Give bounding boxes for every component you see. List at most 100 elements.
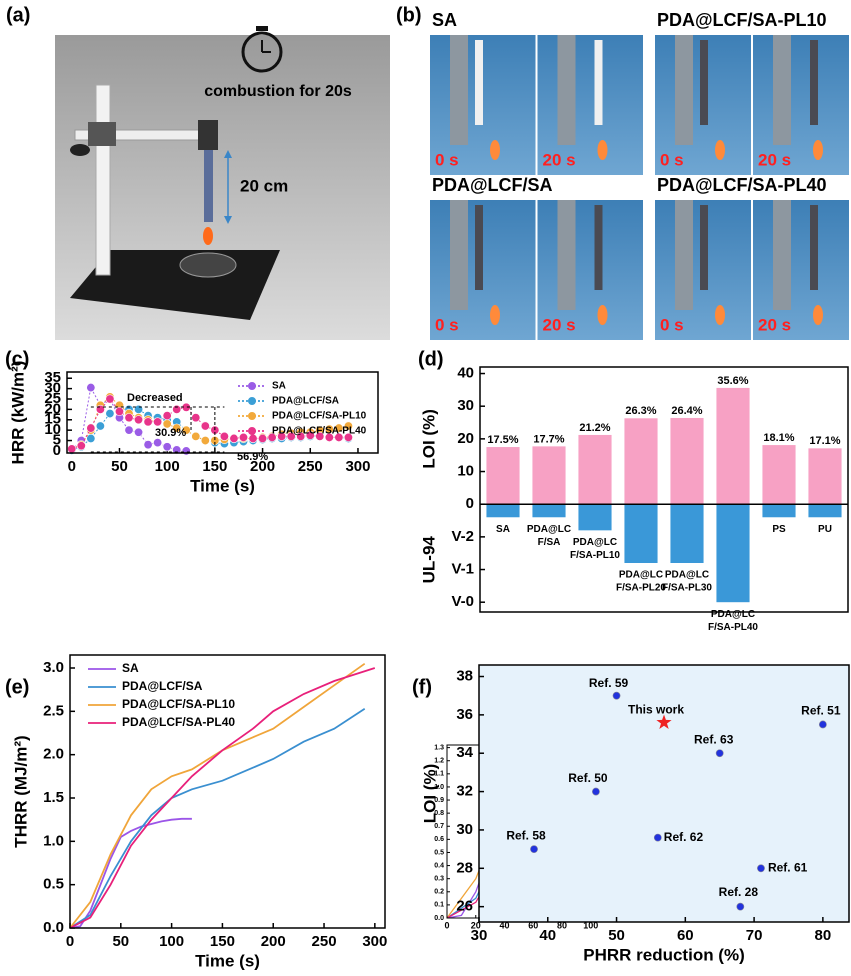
- value-label: 17.7%: [533, 433, 564, 445]
- x-tick-label: 50: [111, 458, 128, 475]
- burner: [179, 252, 237, 278]
- category-label: PDA@LC: [665, 570, 709, 581]
- bar: [532, 446, 566, 505]
- y-tick-label: 30: [456, 821, 473, 838]
- y-tick-label: 10: [44, 421, 61, 438]
- photo: [753, 200, 849, 340]
- time-label: 20 s: [758, 315, 791, 334]
- data-point: [124, 413, 134, 423]
- plot-frame: [66, 371, 379, 454]
- x-tick-label: 200: [261, 933, 286, 950]
- x-tick-label: 300: [345, 458, 370, 475]
- legend-marker: [248, 427, 256, 435]
- y-axis-title: THRR (MJ/m²): [11, 735, 30, 847]
- y-tick-label: 5: [53, 432, 61, 449]
- time-label: 0 s: [660, 315, 684, 334]
- sample-strip: [700, 205, 708, 290]
- ruler: [557, 35, 576, 145]
- panel-b: (b) SA 0 s 20 s PDA@LCF/SA-PL10 0 s 20 s PDA@L…: [396, 4, 849, 340]
- y-tick-label: 3.0: [43, 659, 64, 676]
- bar: [716, 387, 750, 505]
- x-tick-label: 300: [362, 933, 387, 950]
- point-label: Ref. 58: [506, 828, 546, 842]
- sample-strip: [810, 205, 818, 290]
- flame: [813, 140, 823, 160]
- data-line: [69, 817, 192, 929]
- annotation: 30.9%: [155, 427, 186, 439]
- legend-label: PDA@LCF/SA: [272, 396, 339, 407]
- data-point: [592, 787, 600, 796]
- ruler: [773, 35, 791, 145]
- inset-x-tick-label: 100: [583, 920, 598, 930]
- data-point: [153, 417, 163, 427]
- bar: [532, 504, 566, 518]
- time-label: 0 s: [435, 315, 459, 334]
- inset-x-tick-label: 20: [471, 920, 481, 930]
- inset-y-tick-label: 0.5: [434, 849, 444, 856]
- data-point: [67, 444, 77, 454]
- value-label: 17.5%: [487, 434, 518, 446]
- sample-strip: [810, 40, 818, 125]
- flame: [490, 305, 500, 325]
- plot-frame: [478, 664, 850, 923]
- sample-strip: [475, 205, 483, 290]
- inset-y-tick-label: 0.7: [434, 823, 444, 830]
- y-tick-label: 20: [44, 400, 61, 417]
- y-tick-label: 25: [44, 390, 61, 407]
- sample-strip: [700, 40, 708, 125]
- x-axis-title: Time (s): [190, 476, 255, 495]
- x-tick-label: 0: [66, 933, 74, 950]
- time-label: 0 s: [660, 150, 684, 169]
- data-point: [153, 438, 163, 448]
- category-label: PDA@LC: [527, 524, 571, 535]
- panel-a: (a) 20 cm combustion for 20s: [6, 4, 390, 340]
- sample-strip: [594, 205, 603, 290]
- data-point: [324, 432, 334, 442]
- data-point: [656, 714, 672, 729]
- legend-label: PDA@LCF/SA: [122, 679, 203, 693]
- bar: [670, 504, 704, 563]
- value-label: 26.4%: [671, 405, 702, 417]
- y-tick-label: 0: [53, 442, 61, 459]
- inset-y-tick-label: 1.0: [434, 784, 444, 791]
- legend-label: PDA@LCF/SA-PL10: [272, 411, 367, 422]
- data-point: [736, 902, 745, 911]
- data-point: [200, 436, 210, 446]
- inset-y-tick-label: 0.8: [434, 810, 444, 817]
- data-point: [143, 440, 153, 450]
- data-point: [286, 431, 296, 441]
- ruler: [557, 200, 576, 310]
- inset-y-tick-label: 0.6: [434, 836, 444, 843]
- category-label: SA: [496, 524, 510, 535]
- data-point: [612, 691, 621, 700]
- y-tick-label: V-0: [451, 593, 474, 610]
- data-point: [86, 423, 96, 433]
- legend-marker: [248, 412, 256, 420]
- data-point: [191, 413, 201, 423]
- flame: [203, 227, 213, 245]
- y-tick-label: V-2: [451, 528, 474, 545]
- data-point: [715, 749, 724, 758]
- y-tick-label: 35: [44, 369, 61, 386]
- stopwatch-icon: [241, 31, 283, 73]
- caption: combustion for 20s: [204, 83, 352, 100]
- point-label: Ref. 63: [694, 732, 734, 746]
- data-point: [172, 423, 182, 433]
- data-point: [134, 427, 144, 437]
- value-label: 18.1%: [763, 432, 794, 444]
- point-label: Ref. 62: [664, 830, 704, 844]
- category-label: PU: [818, 524, 832, 535]
- data-point: [124, 425, 134, 435]
- category-label: F/SA-PL20: [616, 583, 666, 594]
- panel-label: (a): [6, 4, 30, 26]
- x-tick-label: 50: [608, 927, 625, 944]
- distance-label: 20 cm: [240, 176, 288, 195]
- ruler: [675, 200, 693, 310]
- data-point: [530, 845, 538, 854]
- legend-label: PDA@LCF/SA-PL40: [122, 715, 235, 729]
- data-line: [69, 707, 366, 929]
- data-point: [172, 404, 182, 414]
- sample-name: PDA@LCF/SA-PL10: [657, 10, 827, 30]
- legend-label: PDA@LCF/SA-PL10: [122, 697, 235, 711]
